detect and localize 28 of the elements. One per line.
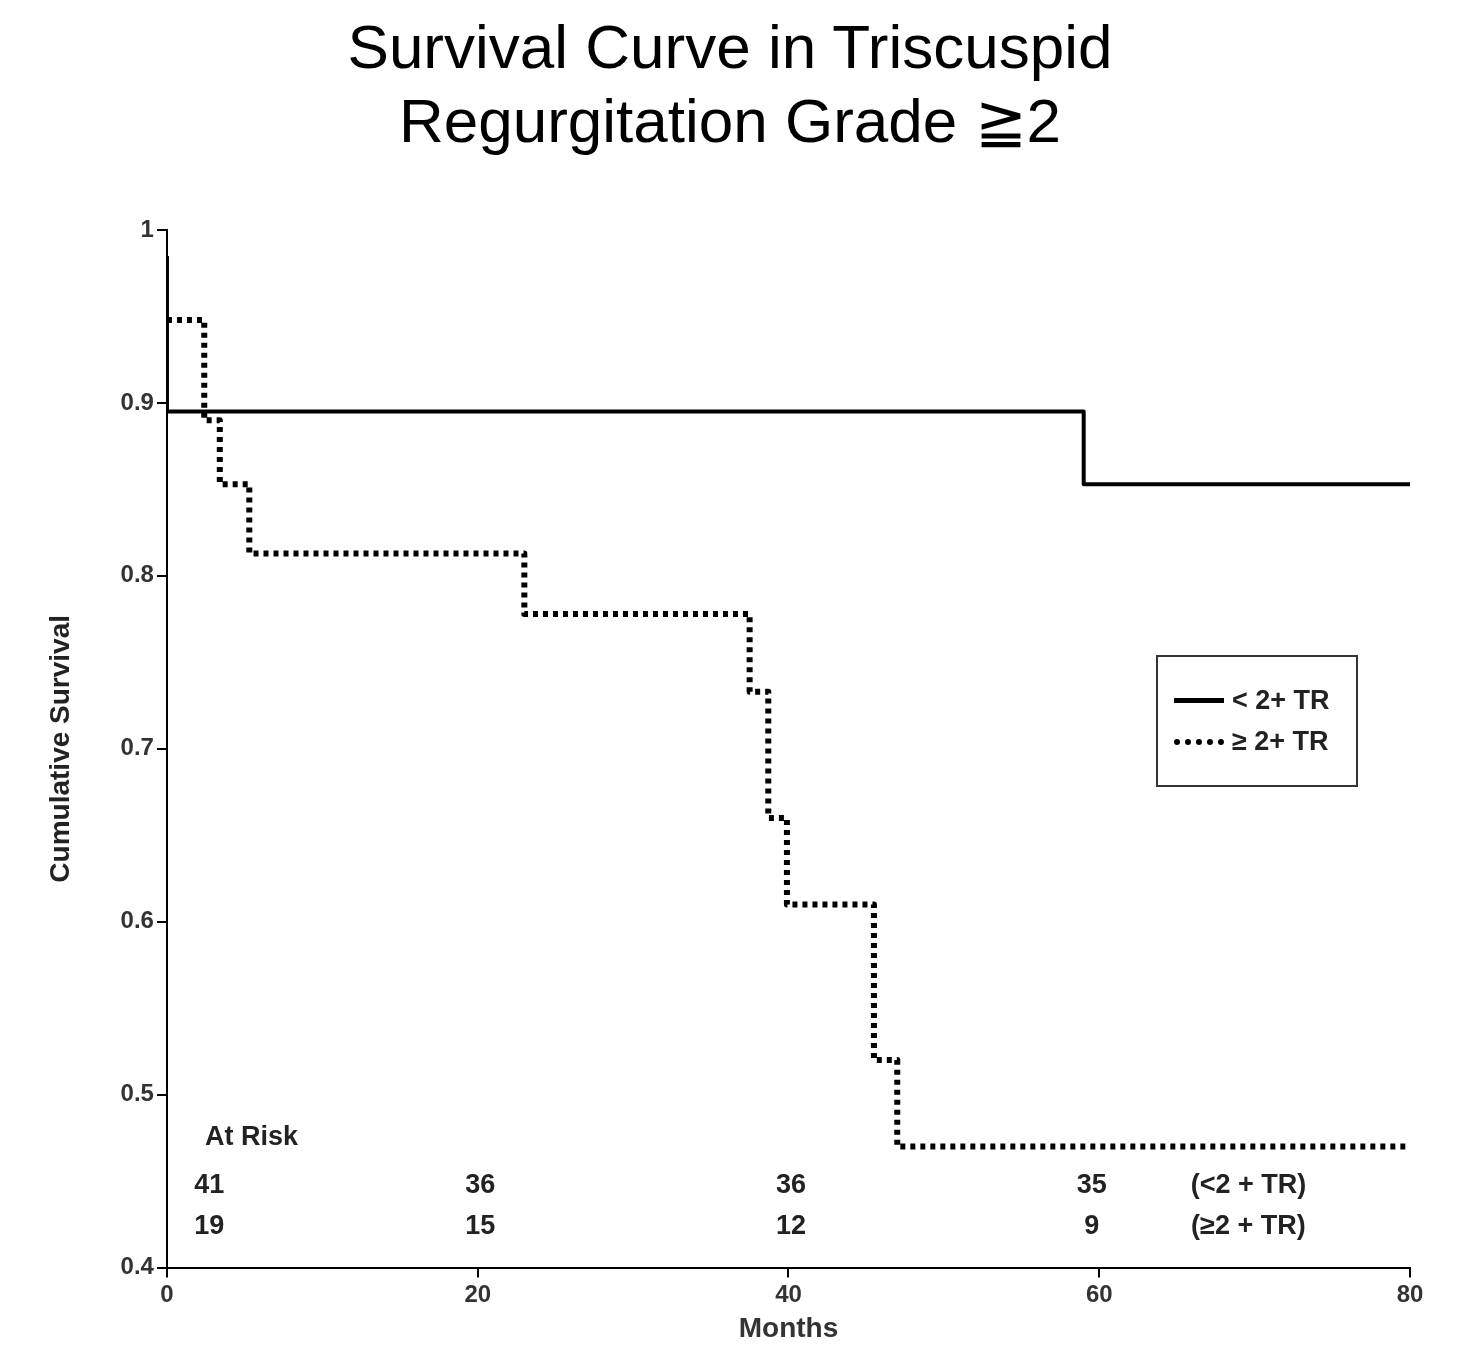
- annotation: (≥2 + TR): [1191, 1209, 1306, 1240]
- annotation: 41: [194, 1169, 225, 1200]
- annotation: 12: [775, 1209, 806, 1240]
- x-tick-label: 20: [464, 1279, 492, 1307]
- y-tick-label: 0.9: [120, 387, 154, 415]
- legend-label: < 2+ TR: [1232, 685, 1330, 716]
- y-tick-label: 1: [140, 214, 154, 242]
- chart-title: Survival Curve in Triscuspid Regurgitation Grade ≧2: [346, 11, 1114, 157]
- annotation: 35: [1076, 1169, 1107, 1200]
- y-tick-label: 0.7: [120, 733, 154, 761]
- annotation: 9: [1084, 1209, 1100, 1240]
- annotation: 15: [465, 1209, 496, 1240]
- annotation: At Risk: [204, 1121, 299, 1152]
- y-axis-title: Cumulative Survival: [43, 614, 75, 883]
- y-tick-label: 0.8: [120, 560, 154, 588]
- x-tick-label: 0: [160, 1279, 174, 1307]
- legend-label: ≥ 2+ TR: [1232, 726, 1329, 757]
- y-tick-label: 0.4: [120, 1252, 155, 1280]
- y-tick-label: 0.5: [120, 1079, 154, 1107]
- x-tick-label: 40: [775, 1279, 802, 1307]
- x-axis-title: Months: [738, 1311, 839, 1343]
- x-tick-label: 80: [1396, 1279, 1424, 1307]
- x-tick-label: 60: [1085, 1279, 1113, 1307]
- annotation: 19: [194, 1209, 225, 1240]
- annotation: 36: [775, 1169, 806, 1200]
- y-tick-label: 0.6: [120, 906, 154, 934]
- annotation: (<2 + TR): [1190, 1169, 1307, 1200]
- annotation: 36: [465, 1169, 496, 1200]
